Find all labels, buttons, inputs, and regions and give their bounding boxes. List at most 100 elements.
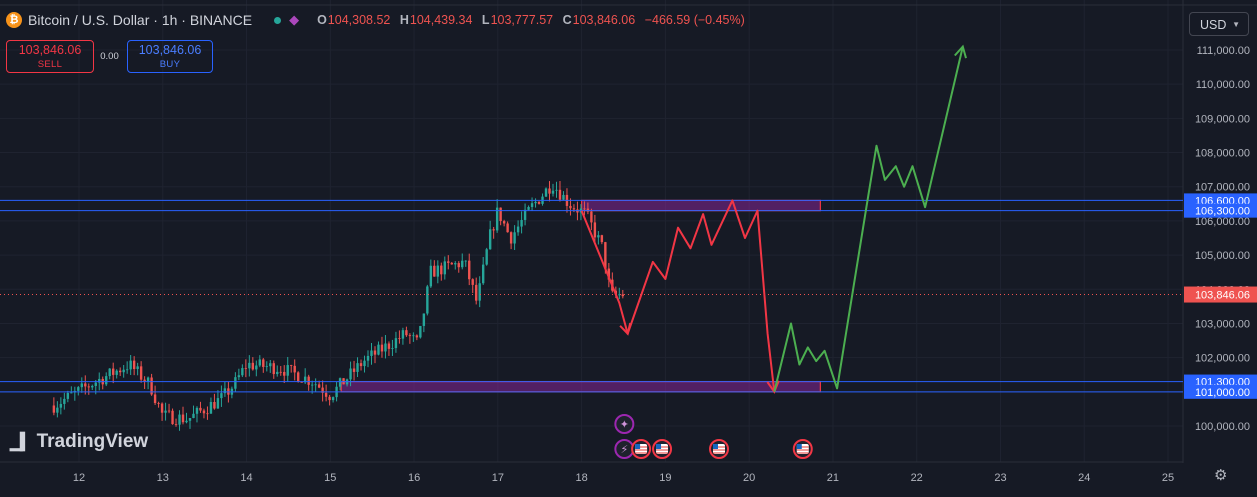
candle-body xyxy=(56,407,59,413)
candle-body xyxy=(98,378,101,383)
candle-body xyxy=(286,365,289,376)
candle-body xyxy=(143,379,146,382)
candle-body xyxy=(548,188,551,194)
candle-body xyxy=(398,338,401,339)
candle-body xyxy=(520,219,523,227)
candle-body xyxy=(77,387,80,391)
tradingview-logo[interactable]: ▁▍ TradingView xyxy=(10,431,148,453)
candle-body xyxy=(492,229,495,231)
settings-gear-icon[interactable]: ⚙ xyxy=(1214,467,1228,484)
candle-body xyxy=(593,222,597,238)
candle-body xyxy=(94,382,97,386)
candle-body xyxy=(132,360,136,370)
flag-canton xyxy=(635,444,641,449)
spread-value: 0.00 xyxy=(100,51,119,62)
candle-body xyxy=(209,401,213,414)
candle-body xyxy=(513,232,516,244)
candle-body xyxy=(303,376,307,383)
price-tick-label: 107,000.00 xyxy=(1195,182,1250,194)
candle-body xyxy=(569,205,572,209)
candle-body xyxy=(338,378,342,387)
candle-body xyxy=(129,360,132,370)
candle-body xyxy=(241,368,244,376)
candle-body xyxy=(178,414,181,425)
time-tick-label: 24 xyxy=(1078,472,1090,484)
candle-body xyxy=(150,377,153,395)
currency-label: USD xyxy=(1200,18,1227,32)
candle-body xyxy=(213,401,216,409)
candle-body xyxy=(63,398,66,404)
candle-body xyxy=(84,383,87,387)
currency-selector[interactable]: USD ▼ xyxy=(1189,12,1249,36)
candle-body xyxy=(488,229,492,250)
candle-body xyxy=(429,265,433,287)
time-tick-label: 23 xyxy=(994,472,1006,484)
candle-body xyxy=(394,338,398,349)
price-tick-label: 102,000.00 xyxy=(1195,353,1250,365)
candle-body xyxy=(300,381,303,383)
time-tick-label: 22 xyxy=(911,472,923,484)
candle-body xyxy=(66,392,70,399)
candle-body xyxy=(422,313,426,326)
candle-body xyxy=(157,403,160,404)
candle-body xyxy=(607,268,611,280)
candle-body xyxy=(216,398,220,409)
candle-body xyxy=(495,207,499,231)
candle-body xyxy=(359,363,363,367)
candle-body xyxy=(115,370,118,375)
time-tick-label: 15 xyxy=(324,472,336,484)
candle-body xyxy=(199,407,202,411)
candle-body xyxy=(461,260,464,268)
candle-body xyxy=(468,260,471,280)
candle-body xyxy=(373,350,377,355)
candle-body xyxy=(290,365,293,366)
candle-body xyxy=(586,208,590,212)
candle-body xyxy=(485,249,488,265)
event-star-icon[interactable] xyxy=(614,414,635,434)
zone-box xyxy=(581,199,821,212)
candle-body xyxy=(112,368,115,375)
current-price-tag xyxy=(1184,286,1257,303)
level-price-tag xyxy=(1184,203,1257,218)
candle-body xyxy=(146,377,150,382)
candle-body xyxy=(534,201,537,204)
candle-body xyxy=(370,350,373,356)
time-tick-label: 19 xyxy=(659,472,671,484)
candle-body xyxy=(506,223,509,233)
candle-body xyxy=(108,368,111,377)
time-tick-label: 14 xyxy=(240,472,252,484)
candle-body xyxy=(220,393,223,399)
sell-button[interactable]: 103,846.06 SELL xyxy=(6,40,94,73)
sell-price: 103,846.06 xyxy=(18,43,82,57)
candle-body xyxy=(583,208,586,210)
candle-body xyxy=(70,392,73,394)
buy-button[interactable]: 103,846.06 BUY xyxy=(127,40,213,73)
candle-body xyxy=(509,232,513,244)
candle-body xyxy=(537,201,541,204)
candle-body xyxy=(433,265,436,277)
candle-body xyxy=(125,369,129,371)
level-price-tag xyxy=(1184,384,1257,399)
candle-body xyxy=(283,371,286,376)
candle-body xyxy=(450,262,453,265)
candle-body xyxy=(454,263,457,265)
candle-body xyxy=(206,413,209,415)
candle-body xyxy=(262,359,265,367)
candle-body xyxy=(307,376,310,385)
projection-path xyxy=(773,46,964,393)
candle-body xyxy=(363,360,366,367)
candle-body xyxy=(481,264,485,284)
candle-body xyxy=(412,335,415,337)
time-tick-label: 17 xyxy=(492,472,504,484)
candle-body xyxy=(447,261,450,263)
price-tick-label: 111,000.00 xyxy=(1197,45,1250,57)
candle-body xyxy=(366,355,370,361)
candle-body xyxy=(52,405,56,413)
indicators-icon[interactable]: ◆ xyxy=(289,12,300,27)
candle-body xyxy=(296,372,300,382)
buy-price: 103,846.06 xyxy=(138,43,202,57)
projection-arrowhead xyxy=(619,322,632,336)
symbol-title[interactable]: Bitcoin / U.S. Dollar · 1h · BINANCE xyxy=(28,12,253,28)
